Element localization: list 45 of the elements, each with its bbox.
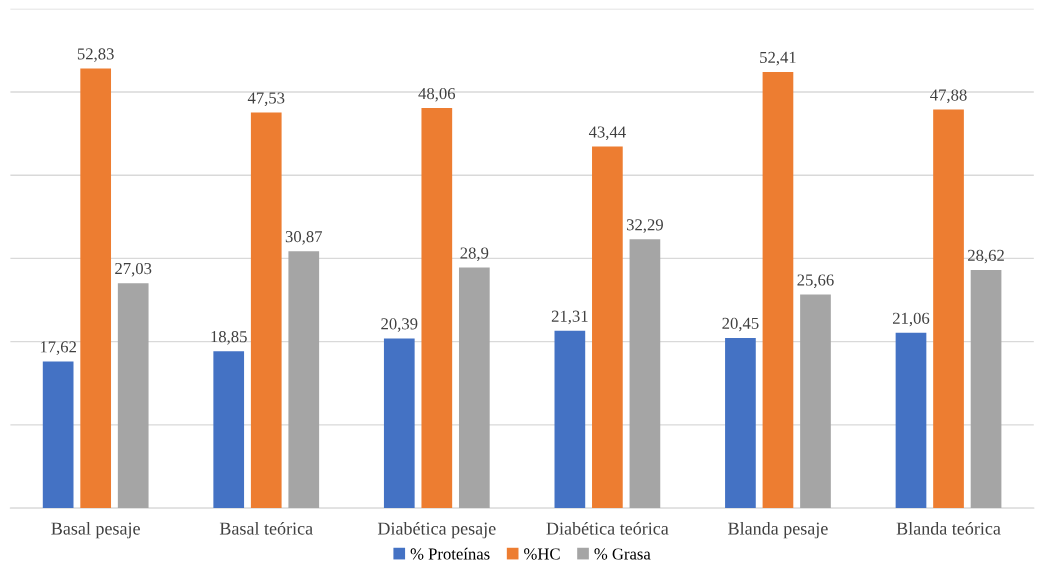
- data-label: 20,39: [381, 318, 418, 332]
- data-label: 47,53: [247, 92, 285, 106]
- data-label: 32,29: [626, 219, 663, 233]
- data-label: 18,85: [211, 331, 247, 345]
- x-tick-label: Basal pesaje: [51, 521, 140, 539]
- data-label: 43,44: [588, 126, 626, 141]
- bar: [725, 337, 756, 509]
- data-label: 48,06: [418, 87, 456, 102]
- bar: [250, 112, 282, 509]
- bar: [421, 108, 453, 509]
- bar: [800, 294, 831, 509]
- bar: [383, 338, 415, 509]
- x-tick-label: Diabética pesaje: [377, 521, 496, 539]
- bar: [554, 330, 586, 509]
- data-label: 21,06: [892, 312, 930, 327]
- bar: [762, 71, 794, 509]
- data-label: 25,66: [797, 274, 834, 288]
- x-tick-label: Blanda pesaje: [728, 521, 828, 539]
- data-label: 52,41: [760, 51, 796, 66]
- legend-label: %HC: [524, 548, 560, 560]
- data-label: 28,62: [968, 249, 1004, 264]
- bar: [80, 68, 112, 509]
- bar: [592, 146, 623, 509]
- bar: [42, 361, 74, 509]
- data-label: 30,87: [285, 230, 323, 245]
- x-tick-label: Basal teórica: [219, 521, 313, 535]
- data-label: 21,31: [551, 310, 588, 325]
- data-label: 47,88: [930, 89, 967, 104]
- bar: [288, 251, 320, 509]
- data-label: 52,83: [77, 48, 114, 62]
- data-label: 28,9: [460, 247, 489, 262]
- bar: [933, 109, 964, 509]
- bar: [458, 267, 490, 509]
- x-tick-label: Blanda teórica: [896, 521, 1001, 535]
- x-tick-label: Diabética teórica: [546, 521, 669, 535]
- bar: [970, 269, 1002, 509]
- data-label: 20,45: [722, 317, 759, 332]
- legend-label: % Grasa: [594, 548, 651, 560]
- legend-label: % Proteínas: [410, 547, 490, 560]
- data-label: 17,62: [40, 341, 76, 355]
- bar: [629, 239, 661, 509]
- bar: [213, 351, 245, 509]
- bar: [895, 332, 927, 509]
- data-label: 27,03: [115, 262, 152, 277]
- bar: [117, 283, 149, 509]
